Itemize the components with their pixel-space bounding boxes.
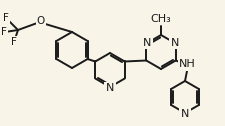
Text: F: F xyxy=(11,37,17,47)
Text: NH: NH xyxy=(179,59,195,70)
Text: F: F xyxy=(1,27,7,37)
Text: N: N xyxy=(105,83,114,93)
Text: N: N xyxy=(170,38,178,48)
Text: O: O xyxy=(37,16,45,26)
Text: F: F xyxy=(3,13,9,23)
Text: N: N xyxy=(180,109,188,119)
Text: CH₃: CH₃ xyxy=(150,14,171,24)
Text: N: N xyxy=(142,38,151,48)
